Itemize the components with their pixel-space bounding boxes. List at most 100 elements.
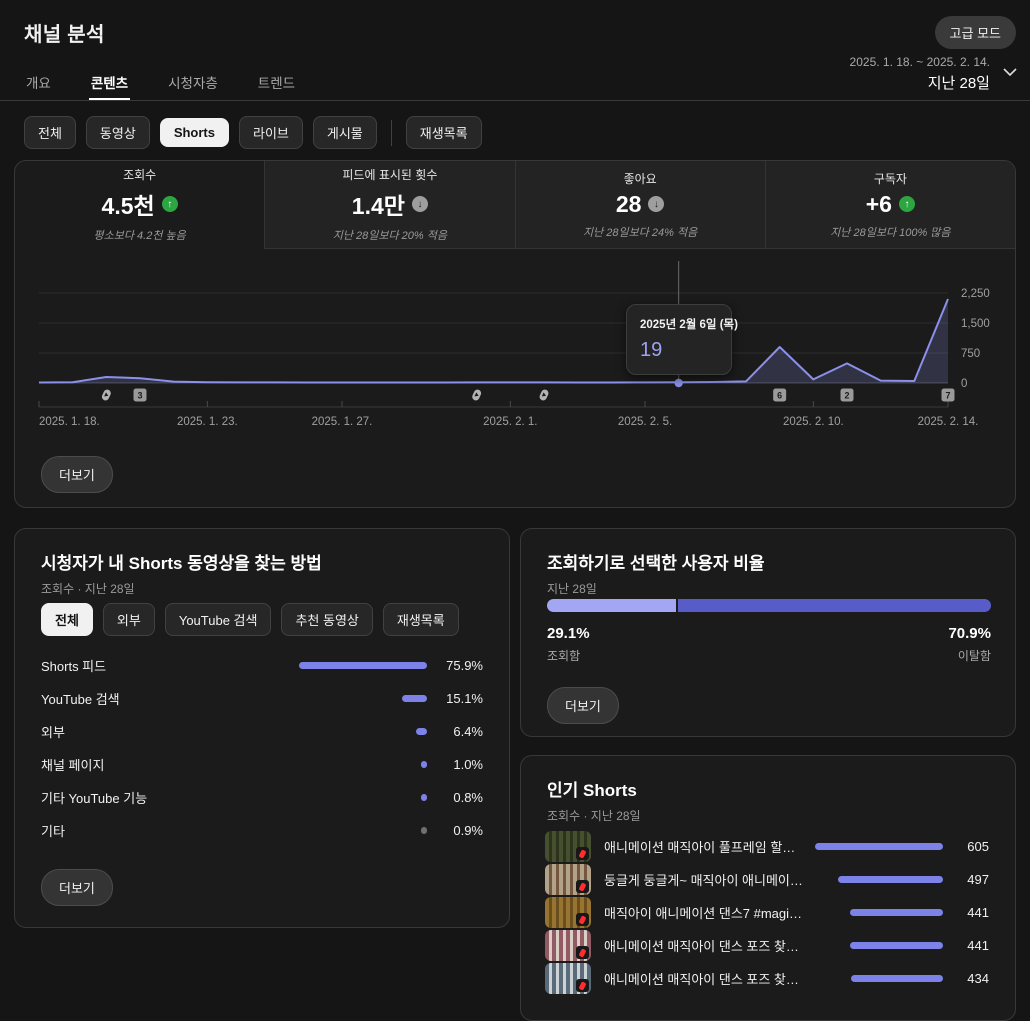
tab-개요[interactable]: 개요	[26, 76, 51, 91]
chip-라이브[interactable]: 라이브	[238, 116, 303, 149]
upload-count-badge	[840, 388, 854, 402]
shorts-list-item[interactable]: 둥글게 둥글게~ 매직아이 애니메이션 #magic... 497	[521, 863, 1015, 896]
traffic-barbox	[287, 728, 427, 735]
metric-value: 4.5천 ↑	[102, 187, 178, 221]
traffic-source-label: 기타	[41, 824, 65, 839]
viewed-ratio-card: 조회하기로 선택한 사용자 비율 지난 28일 29.1% 조회함 70.9% …	[520, 528, 1016, 737]
see-more-button[interactable]: 더보기	[547, 687, 619, 724]
video-thumbnail	[545, 864, 591, 895]
upload-count-label: 7	[945, 391, 950, 401]
video-title: 매직아이 애니메이션 댄스7 #magiceye #dan...	[604, 906, 803, 921]
traffic-bar	[421, 761, 427, 768]
swiped-label: 이탈함	[957, 649, 991, 663]
video-title: 애니메이션 매직아이 댄스 포즈 찾아보기 10 #...	[604, 972, 803, 987]
views-barbox	[811, 876, 943, 883]
metric-label: 피드에 표시된 횟수	[342, 168, 438, 182]
see-more-button[interactable]: 더보기	[41, 869, 113, 906]
traffic-filter-chips: 전체 외부 YouTube 검색 추천 동영상 재생목록	[41, 603, 459, 636]
shorts-upload-icon	[539, 389, 549, 401]
swiped-stat: 70.9% 이탈함	[948, 625, 991, 664]
metric-delta: 지난 28일보다 100% 많음	[830, 226, 951, 239]
metric-value: 28 ↓	[616, 191, 665, 218]
chip-게시물[interactable]: 게시물	[312, 116, 377, 149]
traffic-barbox	[287, 695, 427, 702]
traffic-barbox	[287, 662, 427, 669]
metric-card-좋아요[interactable]: 좋아요 28 ↓ 지난 28일보다 24% 적음	[514, 161, 765, 249]
tab-콘텐츠[interactable]: 콘텐츠	[88, 62, 131, 101]
traffic-chip-YouTube 검색[interactable]: YouTube 검색	[164, 603, 272, 636]
x-axis-label: 2025. 2. 1.	[483, 416, 537, 428]
video-title: 애니메이션 매직아이 댄스 포즈 찾아보기 11 #...	[604, 939, 803, 954]
views-bar	[849, 942, 943, 949]
date-period-text: 지난 28일	[927, 75, 990, 92]
traffic-barbox	[287, 761, 427, 768]
traffic-chip-외부[interactable]: 외부	[102, 603, 155, 636]
swiped-segment	[678, 599, 991, 612]
traffic-card-title: 시청자가 내 Shorts 동영상을 찾는 방법	[41, 554, 322, 573]
traffic-pct: 75.9%	[446, 658, 483, 673]
x-axis-label: 2025. 2. 10.	[783, 416, 844, 428]
metric-label: 구독자	[873, 171, 907, 186]
x-axis-label: 2025. 2. 14.	[918, 416, 979, 428]
traffic-chip-전체[interactable]: 전체	[41, 603, 93, 636]
metric-value: 1.4만 ↓	[352, 187, 428, 221]
chevron-down-icon[interactable]	[1002, 64, 1018, 82]
metric-card-피드에 표시된 횟수[interactable]: 피드에 표시된 횟수 1.4만 ↓ 지난 28일보다 20% 적음	[264, 161, 515, 249]
see-more-button[interactable]: 더보기	[41, 456, 113, 493]
video-thumbnail	[545, 897, 591, 928]
chip-divider	[390, 119, 392, 146]
date-range-text: 2025. 1. 18. ~ 2025. 2. 14.	[849, 55, 990, 69]
traffic-bar	[401, 695, 427, 702]
video-title: 둥글게 둥글게~ 매직아이 애니메이션 #magic...	[604, 873, 803, 888]
shorts-badge-icon	[576, 979, 589, 992]
chip-전체[interactable]: 전체	[24, 116, 76, 149]
upload-count-label: 3	[137, 391, 142, 401]
traffic-card-subtitle: 조회수 · 지난 28일	[41, 582, 135, 596]
shorts-list-item[interactable]: 매직아이 애니메이션 댄스7 #magiceye #dan... 441	[521, 896, 1015, 929]
traffic-source-label: 채널 페이지	[41, 758, 105, 773]
traffic-row[interactable]: 외부 6.4%	[15, 715, 509, 748]
advanced-mode-button[interactable]: 고급 모드	[934, 16, 1016, 49]
chip-Shorts[interactable]: Shorts	[159, 118, 229, 147]
chip-동영상[interactable]: 동영상	[85, 116, 150, 149]
y-axis-label: 0	[961, 378, 967, 390]
shorts-glyph	[578, 980, 587, 991]
traffic-row[interactable]: Shorts 피드 75.9%	[15, 649, 509, 682]
y-axis-label: 1,500	[961, 318, 990, 330]
views-line-chart[interactable]: 0 750 1,500 2,250 2025. 1. 18. 2025. 1. 23. 20…	[15, 249, 1016, 434]
swiped-pct: 70.9%	[948, 625, 991, 642]
traffic-source-label: 외부	[41, 725, 65, 740]
shorts-card-title: 인기 Shorts	[547, 781, 637, 800]
views-bar	[815, 843, 943, 850]
date-range-selector[interactable]: 2025. 1. 18. ~ 2025. 2. 14. 지난 28일	[850, 55, 990, 93]
traffic-row[interactable]: 기타 YouTube 기능 0.8%	[15, 781, 509, 814]
x-axis-label: 2025. 1. 27.	[312, 416, 373, 428]
shorts-badge-icon	[576, 946, 589, 959]
arrow-down-icon: ↓	[411, 196, 428, 212]
shorts-list-item[interactable]: 애니메이션 매직아이 댄스 포즈 찾아보기 10 #... 434	[521, 962, 1015, 995]
traffic-row[interactable]: YouTube 검색 15.1%	[15, 682, 509, 715]
viewed-stat: 29.1% 조회함	[547, 625, 590, 664]
upload-count-label: 6	[777, 391, 782, 401]
hover-point	[674, 378, 683, 388]
chip-재생목록[interactable]: 재생목록	[405, 116, 482, 149]
metric-card-구독자[interactable]: 구독자 +6 ↑ 지난 28일보다 100% 많음	[764, 161, 1015, 249]
traffic-row[interactable]: 채널 페이지 1.0%	[15, 748, 509, 781]
traffic-row[interactable]: 기타 0.9%	[15, 814, 509, 847]
upload-count-badge	[941, 388, 955, 402]
shorts-list-item[interactable]: 애니메이션 매직아이 댄스 포즈 찾아보기 11 #... 441	[521, 929, 1015, 962]
views-count: 441	[967, 938, 989, 953]
shorts-list-item[interactable]: 애니메이션 매직아이 풀프레임 할말이 없네 #m... 605	[521, 830, 1015, 863]
traffic-chip-재생목록[interactable]: 재생목록	[382, 603, 459, 636]
shorts-upload-icon	[101, 389, 111, 401]
metric-card-조회수[interactable]: 조회수 4.5천 ↑ 평소보다 4.2천 높음	[15, 161, 264, 249]
tab-시청자층[interactable]: 시청자층	[168, 76, 218, 91]
tab-트렌드[interactable]: 트렌드	[257, 76, 296, 91]
traffic-chip-추천 동영상[interactable]: 추천 동영상	[281, 603, 373, 636]
metric-label: 조회수	[123, 168, 157, 182]
viewed-ratio-bar	[547, 599, 991, 612]
tooltip-value: 19	[640, 339, 663, 361]
segment-gap	[676, 599, 679, 612]
shorts-list: 애니메이션 매직아이 풀프레임 할말이 없네 #m... 605 둥글게 둥글게~ …	[521, 830, 1015, 995]
y-axis-label: 750	[961, 348, 980, 360]
